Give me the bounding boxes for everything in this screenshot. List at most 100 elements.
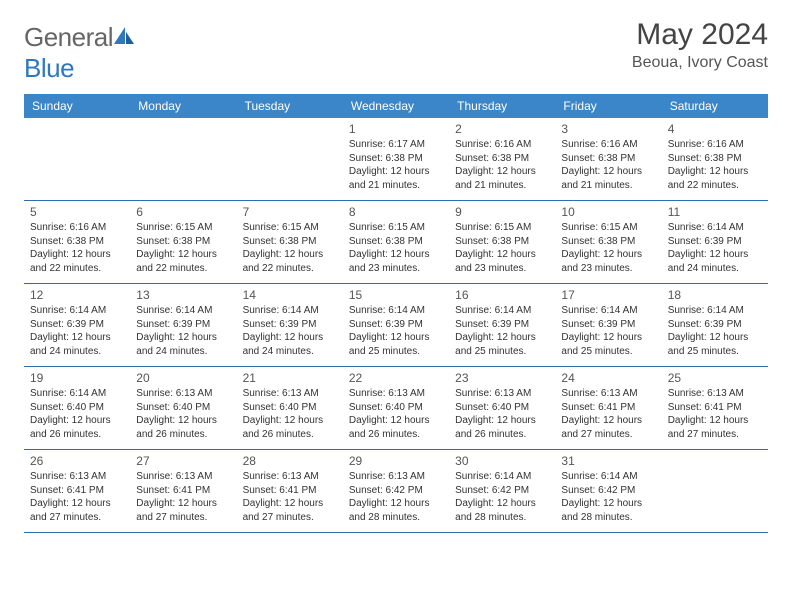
day-cell: 18Sunrise: 6:14 AMSunset: 6:39 PMDayligh… <box>662 284 768 366</box>
day-info: Sunrise: 6:13 AMSunset: 6:40 PMDaylight:… <box>455 387 549 441</box>
day-cell: 17Sunrise: 6:14 AMSunset: 6:39 PMDayligh… <box>555 284 661 366</box>
day-info: Sunrise: 6:16 AMSunset: 6:38 PMDaylight:… <box>455 138 549 192</box>
month-title: May 2024 <box>632 18 768 52</box>
day-info: Sunrise: 6:15 AMSunset: 6:38 PMDaylight:… <box>349 221 443 275</box>
sunrise-line: Sunrise: 6:17 AM <box>349 138 443 152</box>
daylight-line-1: Daylight: 12 hours <box>30 497 124 511</box>
day-info: Sunrise: 6:13 AMSunset: 6:42 PMDaylight:… <box>349 470 443 524</box>
day-info: Sunrise: 6:13 AMSunset: 6:40 PMDaylight:… <box>136 387 230 441</box>
day-cell: 11Sunrise: 6:14 AMSunset: 6:39 PMDayligh… <box>662 201 768 283</box>
day-info: Sunrise: 6:14 AMSunset: 6:39 PMDaylight:… <box>561 304 655 358</box>
day-info: Sunrise: 6:14 AMSunset: 6:39 PMDaylight:… <box>349 304 443 358</box>
brand-logo: GeneralBlue <box>24 22 135 84</box>
daylight-line-1: Daylight: 12 hours <box>349 248 443 262</box>
daylight-line-2: and 23 minutes. <box>561 262 655 276</box>
sunset-line: Sunset: 6:38 PM <box>455 152 549 166</box>
day-info: Sunrise: 6:14 AMSunset: 6:42 PMDaylight:… <box>455 470 549 524</box>
sunrise-line: Sunrise: 6:16 AM <box>30 221 124 235</box>
day-cell: 19Sunrise: 6:14 AMSunset: 6:40 PMDayligh… <box>24 367 130 449</box>
day-number: 9 <box>455 205 549 219</box>
daylight-line-2: and 22 minutes. <box>668 179 762 193</box>
sunrise-line: Sunrise: 6:13 AM <box>136 470 230 484</box>
day-number: 23 <box>455 371 549 385</box>
daylight-line-1: Daylight: 12 hours <box>30 248 124 262</box>
daylight-line-2: and 27 minutes. <box>561 428 655 442</box>
daylight-line-2: and 26 minutes. <box>349 428 443 442</box>
day-cell: 14Sunrise: 6:14 AMSunset: 6:39 PMDayligh… <box>237 284 343 366</box>
daylight-line-2: and 26 minutes. <box>455 428 549 442</box>
daylight-line-1: Daylight: 12 hours <box>668 248 762 262</box>
day-number: 22 <box>349 371 443 385</box>
dow-thursday: Thursday <box>449 94 555 118</box>
daylight-line-2: and 25 minutes. <box>349 345 443 359</box>
daylight-line-2: and 24 minutes. <box>136 345 230 359</box>
sunrise-line: Sunrise: 6:13 AM <box>30 470 124 484</box>
daylight-line-1: Daylight: 12 hours <box>349 497 443 511</box>
sunset-line: Sunset: 6:40 PM <box>455 401 549 415</box>
dow-tuesday: Tuesday <box>237 94 343 118</box>
daylight-line-1: Daylight: 12 hours <box>455 165 549 179</box>
sail-icon <box>113 22 135 53</box>
sunset-line: Sunset: 6:39 PM <box>668 235 762 249</box>
sunset-line: Sunset: 6:41 PM <box>668 401 762 415</box>
daylight-line-1: Daylight: 12 hours <box>349 414 443 428</box>
sunrise-line: Sunrise: 6:14 AM <box>561 304 655 318</box>
daylight-line-1: Daylight: 12 hours <box>243 414 337 428</box>
day-number: 25 <box>668 371 762 385</box>
daylight-line-1: Daylight: 12 hours <box>561 497 655 511</box>
weeks-container: 1Sunrise: 6:17 AMSunset: 6:38 PMDaylight… <box>24 118 768 533</box>
sunrise-line: Sunrise: 6:14 AM <box>668 221 762 235</box>
day-cell: 23 Sunrise: 6:13 AMSunset: 6:40 PMDayligh… <box>449 367 555 449</box>
daylight-line-2: and 27 minutes. <box>136 511 230 525</box>
sunrise-line: Sunrise: 6:14 AM <box>30 387 124 401</box>
brand-blue: Blue <box>24 53 74 83</box>
sunset-line: Sunset: 6:42 PM <box>561 484 655 498</box>
daylight-line-1: Daylight: 12 hours <box>561 331 655 345</box>
sunrise-line: Sunrise: 6:13 AM <box>561 387 655 401</box>
day-info: Sunrise: 6:13 AMSunset: 6:40 PMDaylight:… <box>243 387 337 441</box>
sunset-line: Sunset: 6:39 PM <box>136 318 230 332</box>
empty-cell <box>24 118 130 200</box>
daylight-line-2: and 26 minutes. <box>243 428 337 442</box>
daylight-line-2: and 21 minutes. <box>455 179 549 193</box>
day-number: 7 <box>243 205 337 219</box>
sunset-line: Sunset: 6:38 PM <box>30 235 124 249</box>
sunset-line: Sunset: 6:42 PM <box>455 484 549 498</box>
day-cell: 5Sunrise: 6:16 AMSunset: 6:38 PMDaylight… <box>24 201 130 283</box>
week-row: 1Sunrise: 6:17 AMSunset: 6:38 PMDaylight… <box>24 118 768 201</box>
daylight-line-2: and 23 minutes. <box>349 262 443 276</box>
day-cell: 16Sunrise: 6:14 AMSunset: 6:39 PMDayligh… <box>449 284 555 366</box>
day-info: Sunrise: 6:17 AMSunset: 6:38 PMDaylight:… <box>349 138 443 192</box>
day-info: Sunrise: 6:13 AMSunset: 6:41 PMDaylight:… <box>30 470 124 524</box>
daylight-line-1: Daylight: 12 hours <box>668 331 762 345</box>
empty-cell <box>130 118 236 200</box>
daylight-line-1: Daylight: 12 hours <box>136 414 230 428</box>
day-of-week-header: Sunday Monday Tuesday Wednesday Thursday… <box>24 94 768 118</box>
sunset-line: Sunset: 6:38 PM <box>243 235 337 249</box>
day-info: Sunrise: 6:13 AMSunset: 6:40 PMDaylight:… <box>349 387 443 441</box>
dow-saturday: Saturday <box>662 94 768 118</box>
daylight-line-2: and 28 minutes. <box>561 511 655 525</box>
day-info: Sunrise: 6:13 AMSunset: 6:41 PMDaylight:… <box>136 470 230 524</box>
sunset-line: Sunset: 6:42 PM <box>349 484 443 498</box>
header: GeneralBlue May 2024 Beoua, Ivory Coast <box>24 18 768 84</box>
brand-text: GeneralBlue <box>24 22 135 84</box>
sunrise-line: Sunrise: 6:13 AM <box>243 470 337 484</box>
day-number: 20 <box>136 371 230 385</box>
sunset-line: Sunset: 6:41 PM <box>136 484 230 498</box>
daylight-line-2: and 24 minutes. <box>30 345 124 359</box>
daylight-line-1: Daylight: 12 hours <box>561 248 655 262</box>
sunset-line: Sunset: 6:39 PM <box>349 318 443 332</box>
day-number: 26 <box>30 454 124 468</box>
sunset-line: Sunset: 6:38 PM <box>561 235 655 249</box>
day-info: Sunrise: 6:13 AMSunset: 6:41 PMDaylight:… <box>561 387 655 441</box>
daylight-line-1: Daylight: 12 hours <box>668 414 762 428</box>
day-cell: 25Sunrise: 6:13 AMSunset: 6:41 PMDayligh… <box>662 367 768 449</box>
sunset-line: Sunset: 6:39 PM <box>561 318 655 332</box>
day-cell: 28Sunrise: 6:13 AMSunset: 6:41 PMDayligh… <box>237 450 343 532</box>
day-number: 15 <box>349 288 443 302</box>
day-cell: 3Sunrise: 6:16 AMSunset: 6:38 PMDaylight… <box>555 118 661 200</box>
day-cell: 29Sunrise: 6:13 AMSunset: 6:42 PMDayligh… <box>343 450 449 532</box>
day-cell: 22 Sunrise: 6:13 AMSunset: 6:40 PMDayligh… <box>343 367 449 449</box>
day-cell: 13Sunrise: 6:14 AMSunset: 6:39 PMDayligh… <box>130 284 236 366</box>
